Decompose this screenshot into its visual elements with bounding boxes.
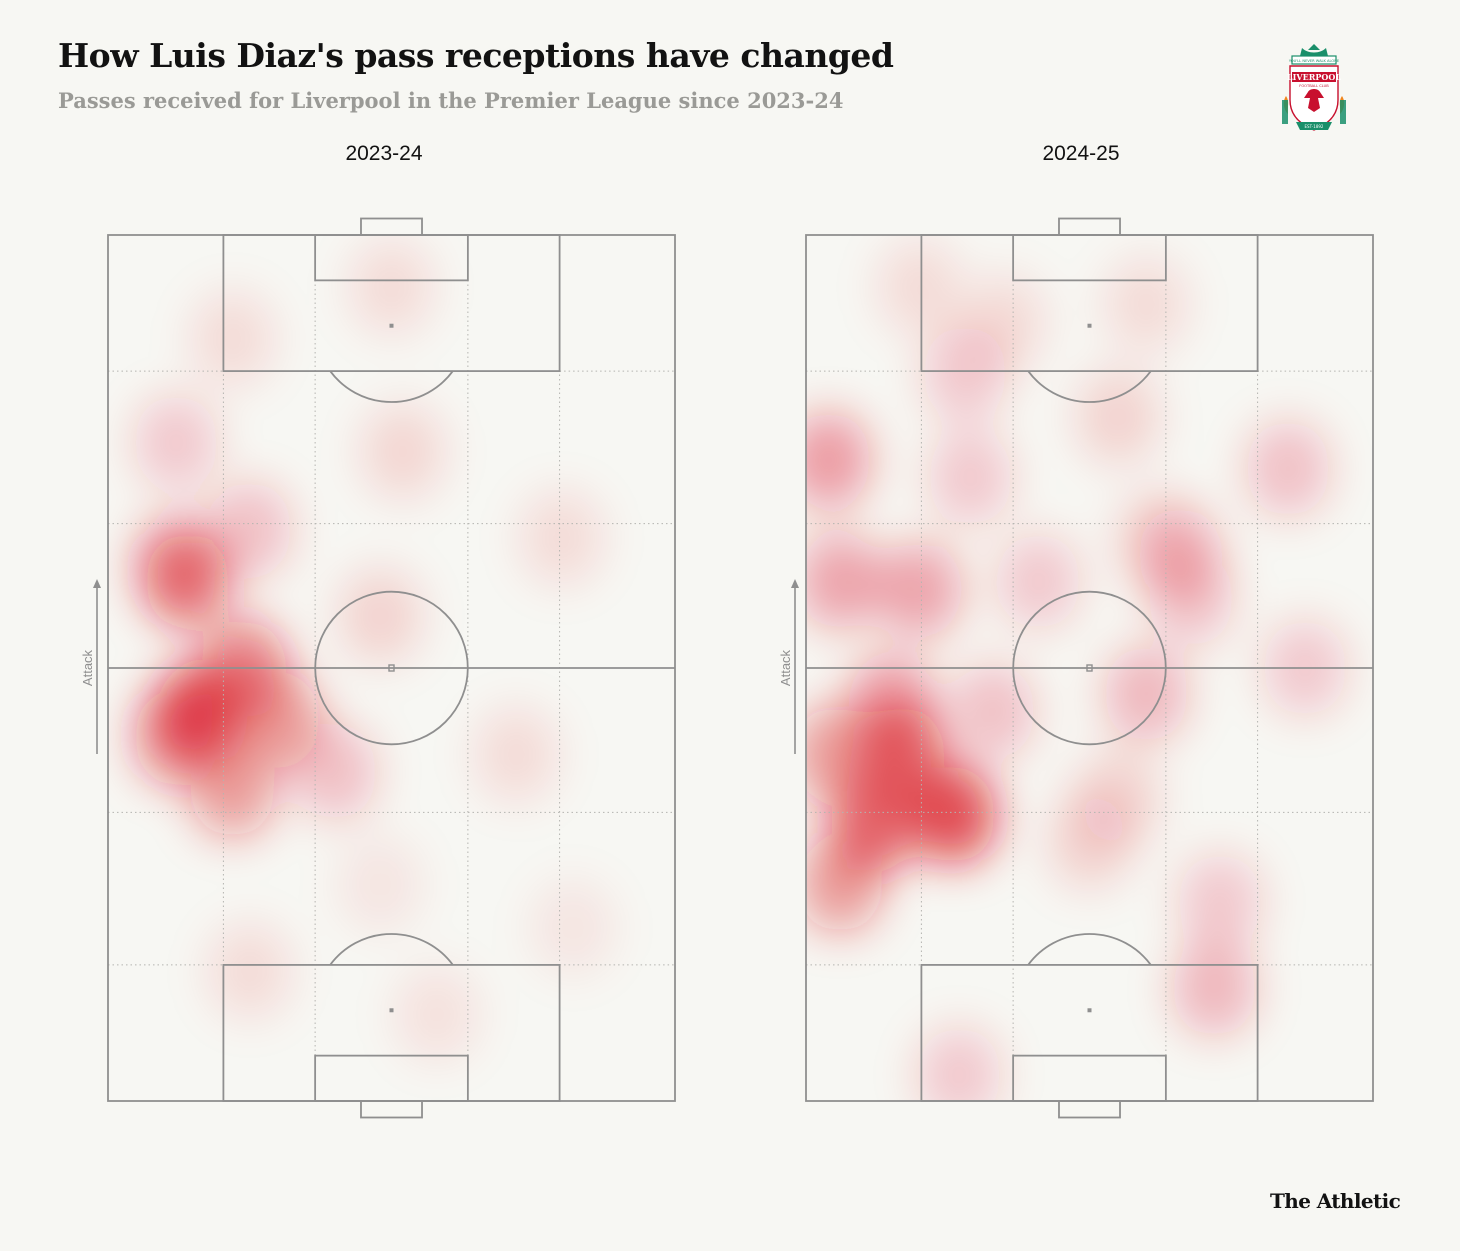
goal-top <box>360 217 423 236</box>
heat-hotspot <box>190 741 275 838</box>
centre-circle <box>314 590 469 746</box>
heat-hotspot <box>360 403 445 500</box>
heat-hotspot <box>1115 490 1200 587</box>
heat-hotspot <box>877 542 962 639</box>
heat-hotspot <box>877 238 962 335</box>
svg-text:EST·1892: EST·1892 <box>1305 124 1324 129</box>
heat-hotspot <box>236 671 321 768</box>
penalty-spot-bottom <box>389 1008 394 1013</box>
heat-blobs <box>134 238 615 1063</box>
svg-text:FOOTBALL CLUB: FOOTBALL CLUB <box>1299 84 1329 88</box>
heat-hotspot <box>806 836 883 933</box>
pitch-2023-24: Attack <box>80 217 676 1119</box>
panel-title-2023-24: 2023-24 <box>345 142 423 165</box>
penalty-spot-top <box>389 323 394 328</box>
heat-hotspot <box>1172 940 1257 1037</box>
svg-text:YOU'LL NEVER WALK ALONE: YOU'LL NEVER WALK ALONE <box>1289 59 1340 63</box>
attack-arrowhead <box>93 579 101 588</box>
page-title: How Luis Diaz's pass receptions have cha… <box>58 36 894 75</box>
centre-spot <box>1086 664 1093 672</box>
penalty-arc-bottom <box>1027 933 1152 966</box>
heat-hotspot <box>962 273 1047 370</box>
six-yard-box-bottom <box>1012 1054 1167 1102</box>
goal-bottom <box>360 1100 423 1119</box>
heat-hotspot <box>806 533 883 630</box>
heat-hotspot <box>394 966 479 1063</box>
page-subtitle: Passes received for Liverpool in the Pre… <box>58 88 844 113</box>
heat-hotspot <box>349 238 434 335</box>
heat-hotspot <box>134 516 219 613</box>
heat-hotspot <box>1075 368 1160 465</box>
penalty-spot-bottom <box>1087 1008 1092 1013</box>
penalty-arc-bottom <box>329 933 454 966</box>
heat-hotspot <box>134 689 219 786</box>
heat-hotspot <box>951 663 1036 760</box>
svg-text:LIVERPOOL: LIVERPOOL <box>1287 72 1341 82</box>
heat-hotspot <box>1245 420 1330 517</box>
centre-circle <box>1012 590 1167 746</box>
heat-hotspot <box>1177 853 1262 950</box>
attack-arrowhead <box>791 579 799 588</box>
panel-title-2024-25: 2024-25 <box>1042 142 1120 165</box>
heat-hotspot <box>134 394 219 491</box>
liverpool-crest-icon: YOU'LL NEVER WALK ALONE LIVERPOOL FOOTBA… <box>1282 44 1346 131</box>
heat-hotspot <box>1104 256 1189 353</box>
attack-label: Attack <box>80 649 95 686</box>
heat-hotspot <box>338 836 423 933</box>
heat-hotspot <box>190 290 275 387</box>
attack-label: Attack <box>778 649 793 686</box>
heat-hotspot <box>338 568 423 665</box>
heat-hotspot <box>806 412 871 509</box>
heat-hotspot <box>996 533 1081 630</box>
heatmap-layer <box>134 238 615 1063</box>
heat-hotspot <box>917 1027 1002 1101</box>
goal-bottom <box>1058 1100 1121 1119</box>
heat-hotspot <box>928 429 1013 526</box>
pitch-2024-25: Attack <box>778 217 1374 1119</box>
centre-spot <box>388 664 395 672</box>
heat-hotspot <box>474 706 559 803</box>
heat-hotspot <box>849 654 934 751</box>
brand-logo-text: The Athletic <box>1270 1189 1401 1213</box>
heat-hotspot <box>292 723 377 820</box>
heat-hotspot <box>1075 749 1160 846</box>
goal-top <box>1058 217 1121 236</box>
penalty-arc-top <box>329 370 454 403</box>
heat-hotspot <box>530 879 615 976</box>
heat-hotspot <box>911 767 996 864</box>
heat-hotspot <box>1104 645 1189 742</box>
heat-hotspot <box>207 923 292 1020</box>
heat-hotspot <box>519 490 604 587</box>
penalty-arc-top <box>1027 370 1152 403</box>
heatmap-layer <box>806 238 1347 1101</box>
six-yard-box-bottom <box>314 1054 469 1102</box>
heat-blobs <box>806 238 1347 1101</box>
penalty-spot-top <box>1087 323 1092 328</box>
heat-hotspot <box>207 481 292 578</box>
